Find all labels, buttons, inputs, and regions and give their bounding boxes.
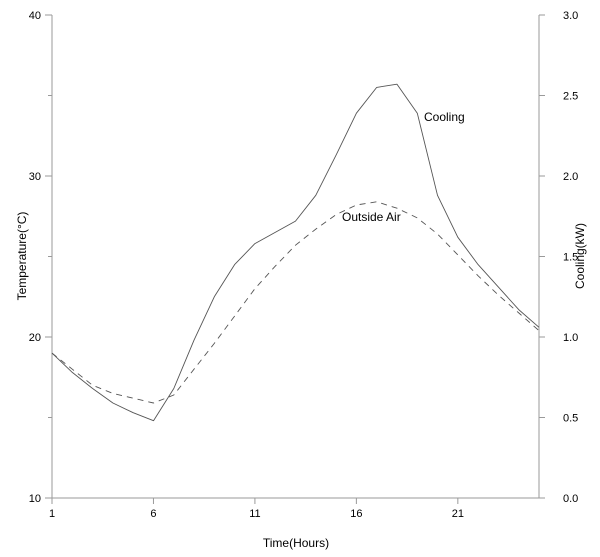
x-tick-label-4: 21 [452,508,464,520]
annotation-cooling: Cooling [424,110,465,124]
y-right-tick-label-6: 3.0 [563,10,578,22]
y-right-tick-label-5: 2.5 [563,91,578,103]
x-tick-label-2: 11 [249,508,260,520]
y-left-tick-label-0: 10 [29,493,41,505]
series-layer [51,83,540,422]
x-tick-label-3: 16 [350,508,362,520]
x-tick-label-1: 6 [150,508,156,520]
y-axis-label-right: Cooling(kW) [573,223,587,289]
ticks [45,14,545,504]
x-tick-label-0: 1 [49,508,55,520]
axes [51,15,540,499]
y-left-tick-label-1: 20 [29,332,41,344]
series-line-cooling [51,83,540,422]
y-right-tick-label-2: 1.0 [563,332,578,344]
y-right-tick-label-4: 2.0 [563,171,578,183]
y-right-tick-label-0: 0.0 [563,493,578,505]
annotation-outside-air: Outside Air [342,210,401,224]
y-axis-label-left: Temperature(°C) [15,212,29,301]
y-right-tick-label-3: 1.5 [563,252,578,264]
y-right-tick-label-1: 0.5 [563,413,578,425]
x-axis-label: Time(Hours) [263,536,329,550]
series-line-outside-air [51,201,540,404]
y-left-tick-label-2: 30 [29,171,41,183]
y-left-tick-label-3: 40 [29,10,41,22]
